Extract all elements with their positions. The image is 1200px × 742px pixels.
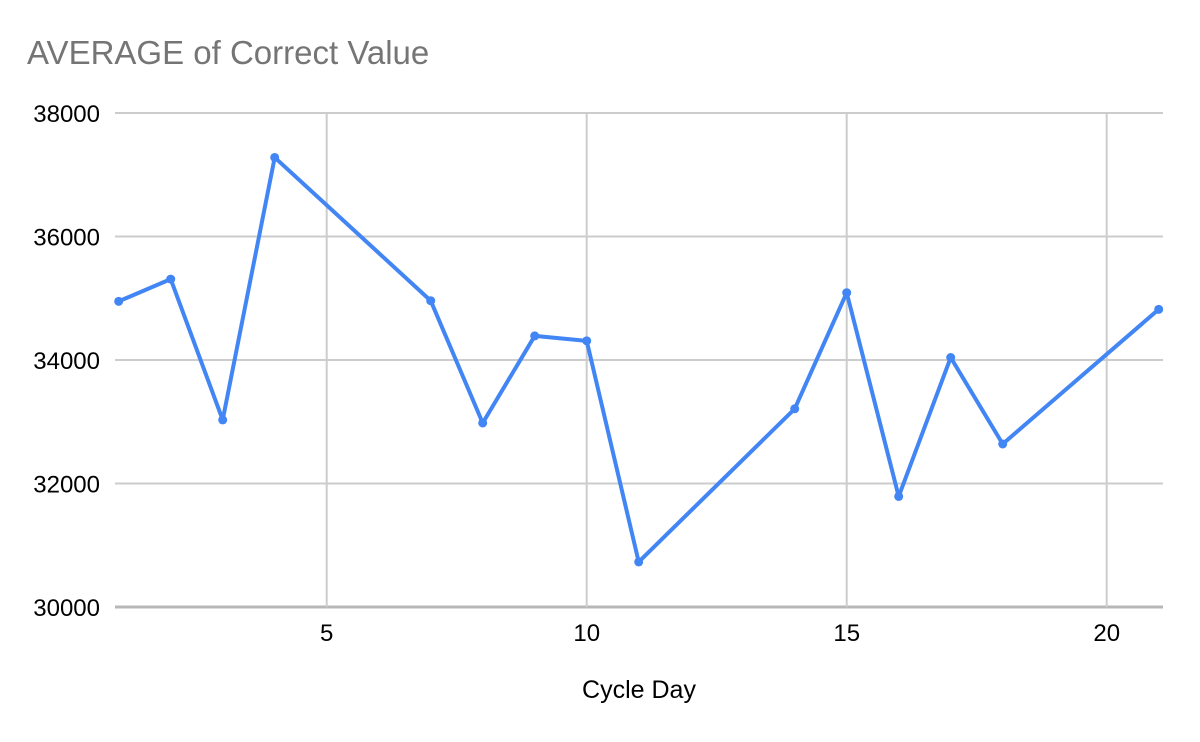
x-tick-label: 5 xyxy=(320,620,333,647)
x-tick-label: 15 xyxy=(833,620,860,647)
x-tick-label: 20 xyxy=(1093,620,1120,647)
x-tick-label: 10 xyxy=(573,620,600,647)
y-tick-label: 34000 xyxy=(33,348,100,375)
y-tick-label: 32000 xyxy=(33,472,100,499)
data-point-marker[interactable] xyxy=(218,415,228,425)
data-point-marker[interactable] xyxy=(1154,304,1164,314)
data-point-marker[interactable] xyxy=(114,296,124,306)
data-point-marker[interactable] xyxy=(790,404,800,414)
data-point-marker[interactable] xyxy=(270,152,280,162)
data-point-marker[interactable] xyxy=(998,439,1008,449)
data-point-marker[interactable] xyxy=(166,274,176,284)
data-point-marker[interactable] xyxy=(946,353,956,363)
y-tick-label: 30000 xyxy=(33,595,100,622)
data-point-marker[interactable] xyxy=(530,331,540,341)
chart-title: AVERAGE of Correct Value xyxy=(27,34,430,71)
x-axis-title: Cycle Day xyxy=(582,676,696,704)
data-point-marker[interactable] xyxy=(634,557,644,567)
y-tick-label: 36000 xyxy=(33,225,100,252)
data-point-marker[interactable] xyxy=(842,288,852,298)
data-point-marker[interactable] xyxy=(426,296,436,306)
y-tick-label: 38000 xyxy=(33,101,100,128)
data-point-marker[interactable] xyxy=(894,491,904,501)
data-point-marker[interactable] xyxy=(478,418,488,428)
data-point-marker[interactable] xyxy=(582,336,592,346)
